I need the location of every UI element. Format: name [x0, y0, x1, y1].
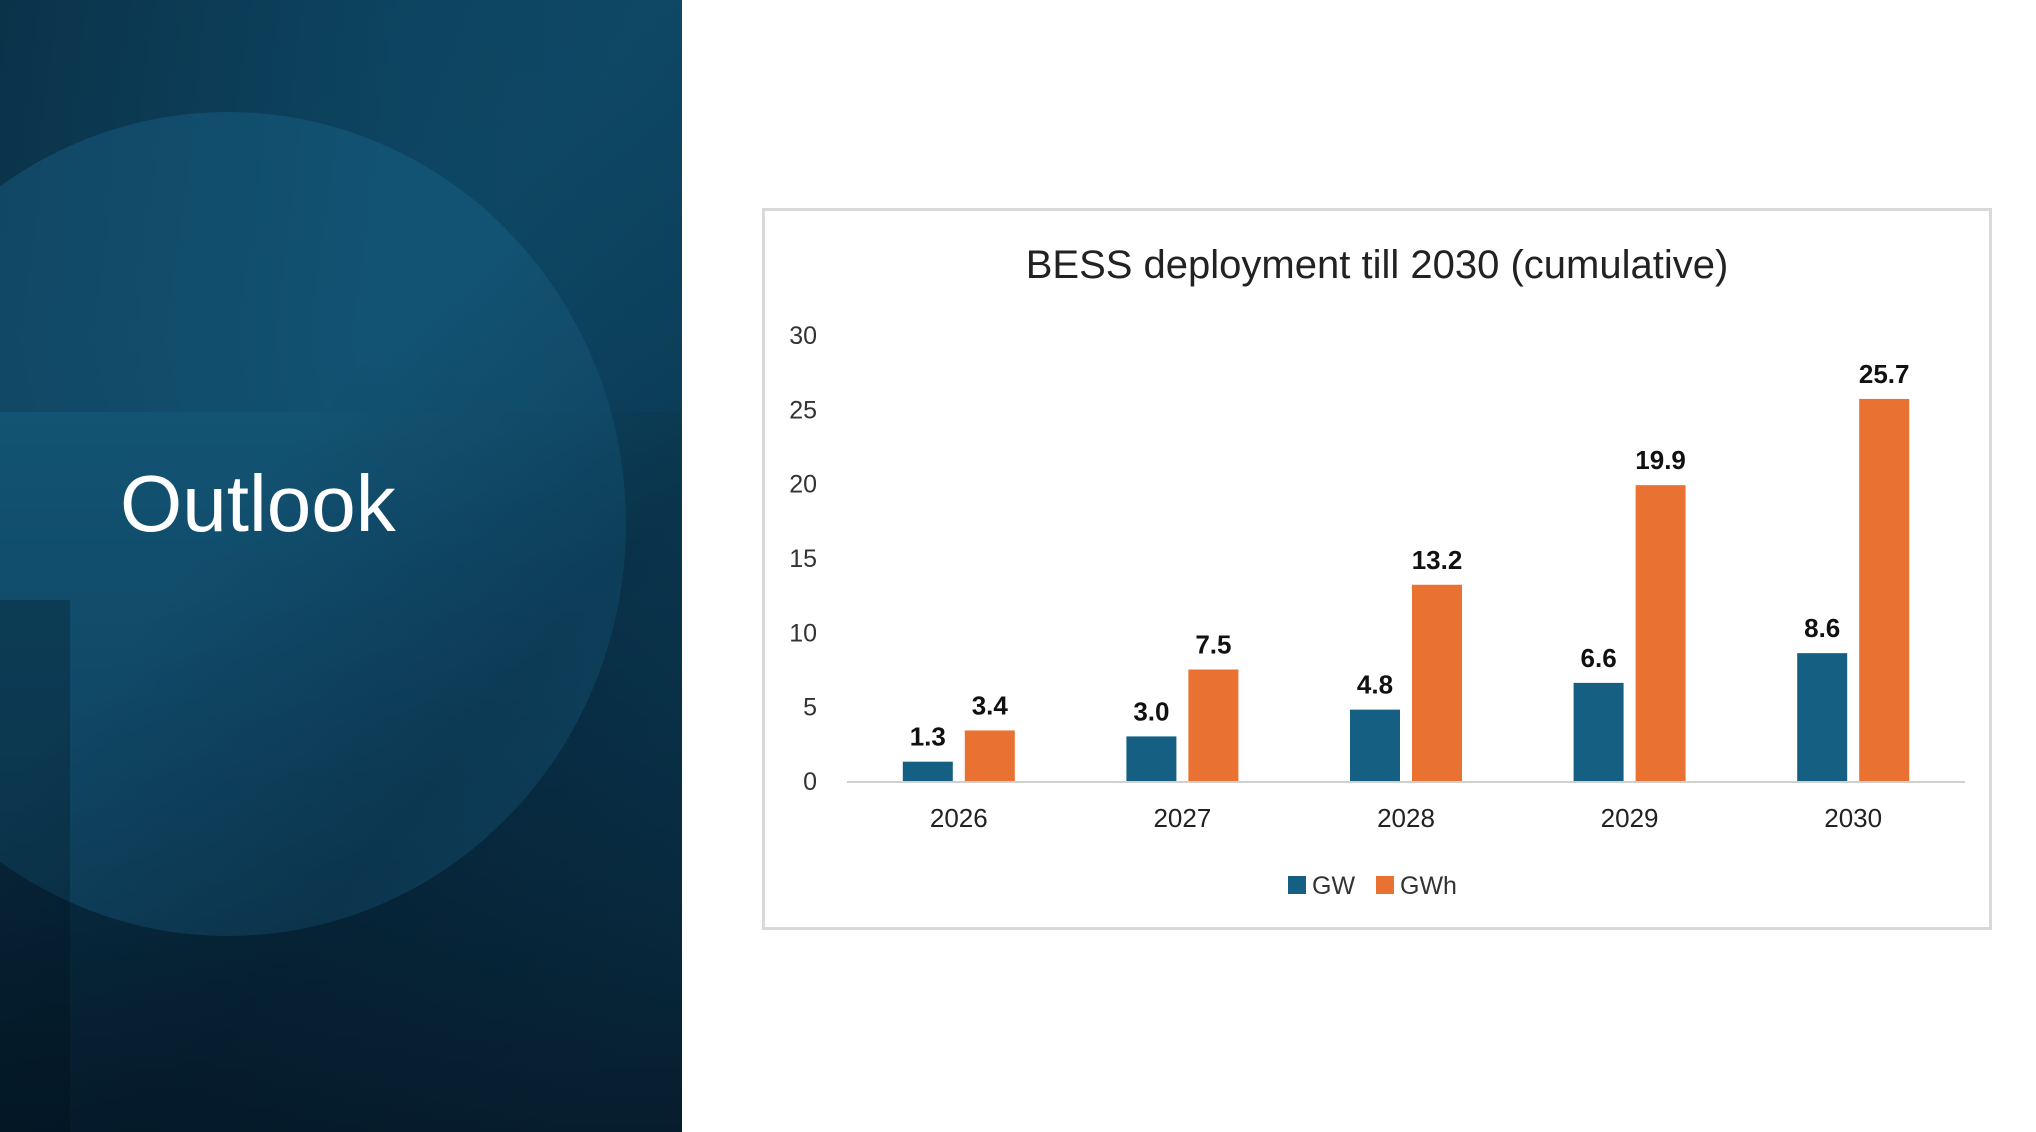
data-label-gw-2028: 4.8 [1357, 670, 1393, 700]
legend-label-gw: GW [1312, 872, 1355, 900]
data-label-gw-2030: 8.6 [1804, 613, 1840, 643]
data-label-gwh-2030: 25.7 [1859, 359, 1910, 389]
data-label-gwh-2028: 13.2 [1412, 545, 1463, 575]
data-label-gw-2029: 6.6 [1581, 643, 1617, 673]
bar-gw-2030 [1797, 653, 1848, 781]
slide-title: Outlook [120, 459, 396, 548]
bar-gwh-2028 [1412, 584, 1462, 781]
chart-title: BESS deployment till 2030 (cumulative) [1026, 243, 1729, 287]
left-panel: Outlook [0, 0, 682, 1132]
legend-swatch-gwh [1376, 876, 1394, 894]
bar-gwh-2026 [964, 730, 1015, 781]
panel-circle-decoration [0, 112, 626, 936]
legend: GW GWh [1288, 872, 1457, 900]
data-label-gwh-2026: 3.4 [972, 690, 1009, 720]
x-tick-label: 2027 [1153, 803, 1211, 833]
y-tick-label: 5 [803, 694, 817, 722]
x-tick-label: 2030 [1824, 803, 1882, 833]
bar-gw-2029 [1573, 682, 1624, 781]
bar-gw-2026 [902, 761, 953, 781]
bar-gwh-2027 [1188, 669, 1239, 781]
panel-band [0, 0, 682, 412]
bar-gw-2027 [1126, 736, 1177, 781]
y-axis: 0 5 10 15 20 25 30 [789, 322, 817, 796]
y-tick-label: 0 [803, 768, 817, 796]
y-tick-label: 30 [789, 322, 817, 350]
y-tick-label: 20 [789, 471, 817, 499]
bar-gwh-2029 [1635, 485, 1686, 781]
bar-chart: BESS deployment till 2030 (cumulative) 0… [789, 243, 1965, 900]
bars [902, 398, 1910, 781]
panel-strip-decoration [0, 600, 70, 1132]
data-label-gw-2027: 3.0 [1133, 696, 1169, 726]
legend-swatch-gw [1288, 876, 1306, 894]
legend-label-gwh: GWh [1400, 872, 1457, 900]
bar-gwh-2030 [1859, 398, 1910, 781]
x-tick-label: 2029 [1601, 803, 1659, 833]
x-axis: 2026 2027 2028 2029 2030 [930, 803, 1882, 833]
x-tick-label: 2028 [1377, 803, 1435, 833]
x-tick-label: 2026 [930, 803, 988, 833]
bar-gw-2028 [1350, 709, 1400, 781]
y-tick-label: 10 [789, 619, 817, 647]
data-labels: 1.3 3.4 3.0 7.5 4.8 13.2 6.6 19.9 8.6 25.7 [910, 359, 1910, 752]
data-label-gw-2026: 1.3 [910, 722, 946, 752]
y-tick-label: 25 [789, 396, 817, 424]
panel-diagonal-decoration [0, 0, 682, 1132]
chart-frame: BESS deployment till 2030 (cumulative) 0… [762, 208, 1992, 930]
y-tick-label: 15 [789, 545, 817, 573]
data-label-gwh-2027: 7.5 [1195, 630, 1231, 660]
data-label-gwh-2029: 19.9 [1635, 445, 1686, 475]
